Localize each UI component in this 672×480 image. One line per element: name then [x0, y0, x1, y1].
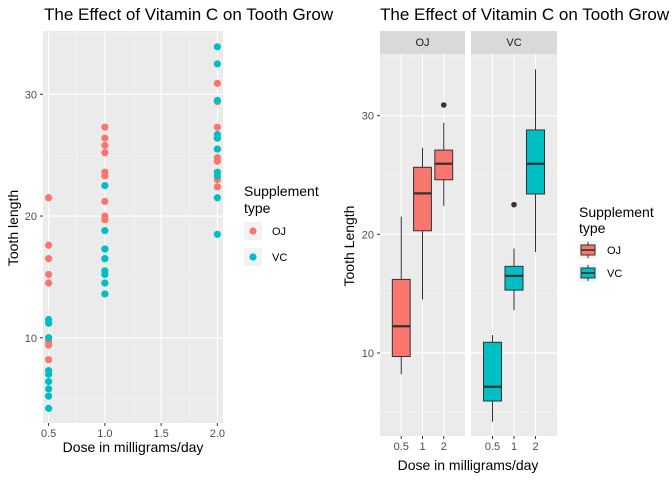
left-legend-label-vc: VC: [272, 252, 287, 264]
left-chart-title: The Effect of Vitamin C on Tooth Grow: [44, 5, 334, 24]
right-chart-title: The Effect of Vitamin C on Tooth Grow: [380, 5, 670, 24]
right-x-tick-label: 2: [532, 441, 538, 453]
box-outlier-point: [440, 102, 447, 108]
scatter-point-vc: [45, 392, 53, 400]
scatter-point-oj: [45, 255, 53, 263]
left-legend-swatch-vc: [249, 253, 257, 261]
scatter-point-oj: [45, 270, 53, 279]
right-legend-title-line1: Supplement: [579, 204, 654, 220]
scatter-point-oj: [101, 197, 109, 206]
scatter-point-oj: [45, 279, 53, 287]
left-plot-panel: 0.5 1.0 1.5 2.0 10 20 30: [25, 31, 225, 440]
right-legend: Supplement type OJ VC: [579, 204, 654, 282]
right-x-tick-label: 1: [511, 441, 517, 453]
left-legend: Supplement type OJ VC: [244, 183, 319, 266]
scatter-point-oj: [213, 123, 221, 131]
left-y-tick-label: 20: [25, 211, 37, 223]
right-legend-label-vc: VC: [607, 268, 622, 280]
right-x-tick-label: 0.5: [394, 441, 409, 453]
left-x-axis-title: Dose in milligrams/day: [63, 439, 204, 455]
scatter-point-vc: [101, 267, 109, 275]
left-x-tick-label: 0.5: [41, 428, 56, 440]
right-y-axis-title: Tooth Length: [341, 206, 357, 287]
left-legend-label-oj: OJ: [272, 226, 286, 238]
scatter-point-vc: [213, 230, 221, 238]
box-vc-dose-0.5: [482, 341, 503, 402]
scatter-point-vc: [45, 378, 53, 386]
scatter-point-vc: [213, 130, 221, 139]
scatter-point-oj: [101, 149, 109, 157]
scatter-point-vc: [45, 334, 53, 342]
right-x-axis-title: Dose in milligrams/day: [398, 457, 539, 473]
scatter-point-oj: [101, 134, 109, 142]
scatter-point-oj: [213, 79, 221, 87]
box-vc-dose-1: [504, 265, 524, 291]
scatter-point-oj: [45, 356, 53, 364]
scatter-point-vc: [101, 279, 109, 287]
right-plot-panels: OJ 0.5 1 2 VC 0.5 1 2 10 20 30: [362, 31, 557, 453]
scatter-point-oj: [45, 194, 53, 202]
left-legend-title-line1: Supplement: [244, 183, 319, 199]
left-y-axis-title: Tooth length: [5, 190, 21, 266]
right-y-tick-label: 30: [362, 111, 374, 123]
scatter-point-vc: [101, 227, 109, 235]
right-x-tick-label: 2: [441, 441, 447, 453]
scatter-point-vc: [213, 194, 221, 202]
right-y-tick-label: 10: [362, 348, 374, 360]
scatter-point-oj: [213, 154, 221, 162]
box-oj-dose-0.5: [391, 278, 411, 358]
scatter-point-oj: [45, 241, 53, 249]
scatter-point-vc: [101, 290, 109, 298]
scatter-point-oj: [101, 123, 109, 131]
right-legend-title-line2: type: [579, 220, 606, 236]
scatter-point-vc: [213, 96, 221, 104]
scatter-point-vc: [45, 370, 53, 378]
scatter-point-oj: [101, 212, 109, 220]
box-vc-dose-2: [525, 129, 546, 195]
facet-strip-label-vc: VC: [506, 37, 521, 49]
left-legend-swatch-oj: [249, 227, 257, 235]
left-y-tick-label: 30: [25, 89, 37, 101]
right-x-tick-label: 0.5: [485, 441, 500, 453]
left-x-tick-label: 1.5: [153, 428, 168, 440]
right-legend-label-oj: OJ: [607, 245, 621, 257]
left-x-tick-label: 1.0: [97, 428, 112, 440]
scatter-point-oj: [101, 141, 109, 150]
scatter-point-oj: [213, 183, 221, 191]
scatter-point-vc: [45, 385, 53, 393]
facet-strip-label-oj: OJ: [415, 37, 429, 49]
right-y-tick-label: 20: [362, 229, 374, 241]
facet-strip-vc: [471, 31, 557, 54]
box-oj-dose-1: [413, 166, 432, 232]
scatter-point-vc: [101, 245, 109, 253]
box-outlier-point: [511, 201, 517, 208]
scatter-point-vc: [45, 319, 53, 327]
scatter-point-vc: [45, 404, 53, 412]
scatter-point-vc: [101, 255, 109, 263]
scatter-point-vc: [213, 43, 221, 51]
scatter-point-oj: [101, 168, 109, 176]
right-x-tick-label: 1: [419, 441, 425, 453]
left-legend-title-line2: type: [244, 200, 271, 216]
scatter-point-vc: [213, 172, 221, 180]
box-oj-dose-2: [434, 149, 454, 181]
left-x-tick-label: 2.0: [210, 428, 225, 440]
scatter-point-vc: [213, 60, 221, 68]
scatter-point-vc: [213, 145, 221, 153]
scatter-point-vc: [101, 182, 109, 190]
left-y-tick-label: 10: [25, 333, 37, 345]
facet-strip-oj: [380, 31, 465, 54]
